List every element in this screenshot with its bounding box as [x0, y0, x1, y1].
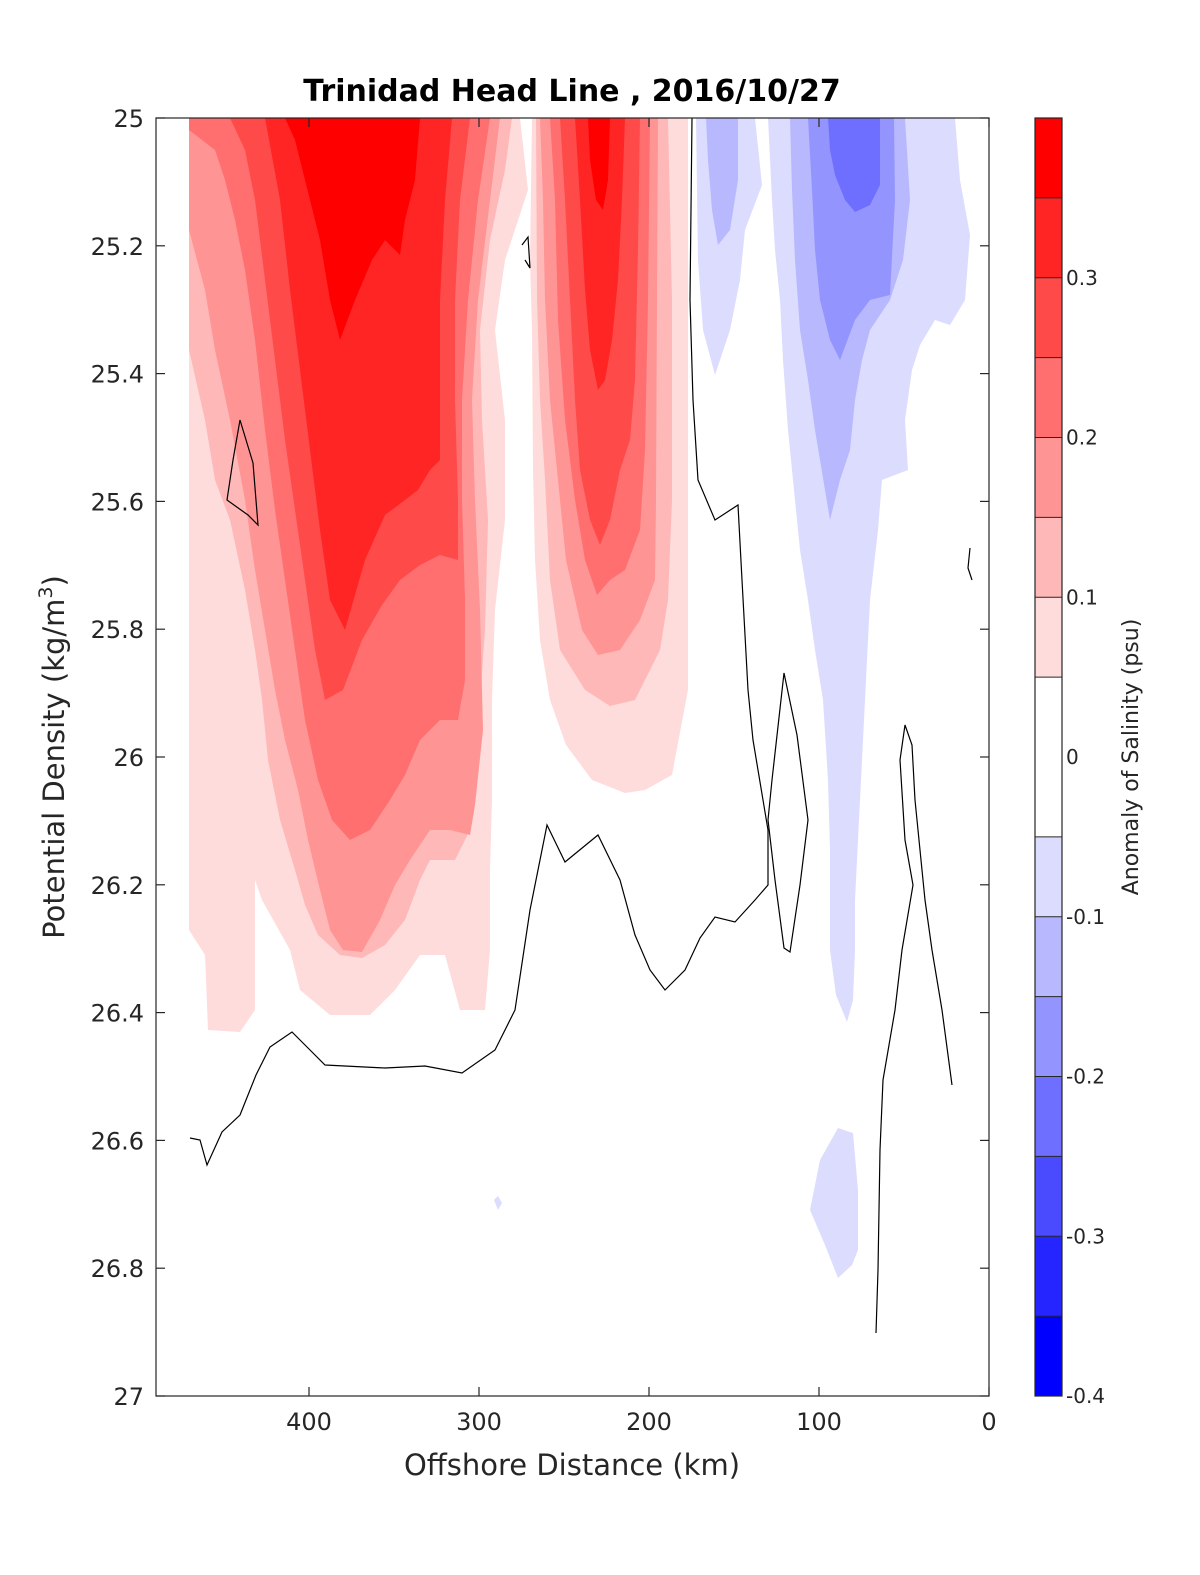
colorbar-tick-label: 0.1: [1066, 585, 1098, 609]
colorbar-swatch: [1035, 277, 1062, 358]
colorbar-swatch: [1035, 1156, 1062, 1237]
zero-contour-edge: [967, 547, 973, 581]
chart-title: Trinidad Head Line , 2016/10/27: [303, 74, 840, 109]
y-axis: 25 25.2 25.4 25.6 25.8 26 26.2 26.4 26.6 26.8 27: [91, 105, 989, 1411]
colorbar-swatch: [1035, 517, 1062, 598]
y-tick-label: 25.2: [91, 233, 144, 261]
zero-contour-east: [875, 724, 953, 1334]
colorbar-swatch: [1035, 996, 1062, 1077]
y-axis-label-superscript: 3: [35, 586, 57, 598]
colorbar-tick-label: -0.2: [1066, 1065, 1105, 1089]
x-tick-label: 200: [626, 1408, 672, 1436]
colorbar-swatch: [1035, 597, 1062, 678]
y-tick-label: 26.4: [91, 1000, 144, 1028]
colorbar: -0.4 -0.3 -0.2 -0.1 0 0.1 0.2 0.3: [1034, 117, 1105, 1408]
y-tick-label: 27: [113, 1383, 144, 1411]
salinity-fill-0.35-west: [285, 118, 420, 340]
x-tick-label: 0: [981, 1408, 996, 1436]
y-axis-label: Potential Density (kg/m3): [35, 575, 71, 939]
salinity-fill-0.35-east: [588, 118, 610, 210]
colorbar-label: Anomaly of Salinity (psu): [1119, 619, 1144, 896]
zero-contour-loop-3: [767, 672, 809, 954]
x-tick-label: 100: [796, 1408, 842, 1436]
colorbar-swatch: [1035, 916, 1062, 997]
colorbar-swatch: [1035, 437, 1062, 518]
y-tick-label: 26.8: [91, 1255, 144, 1283]
x-axis-label: Offshore Distance (km): [404, 1448, 740, 1482]
colorbar-swatch: [1035, 677, 1062, 837]
y-tick-label: 25: [113, 105, 144, 133]
colorbar-frame: [1034, 117, 1063, 1397]
colorbar-tick-label: 0.2: [1066, 426, 1098, 450]
y-tick-label: 25.4: [91, 361, 144, 389]
salinity-fill-0.30-west: [265, 118, 452, 630]
salinity-fill-neg0.05-d: [934, 118, 944, 135]
plot-area: [156, 118, 989, 1396]
colorbar-tick-label: -0.4: [1066, 1384, 1105, 1408]
colorbar-swatch: [1035, 1076, 1062, 1157]
y-tick-label: 26.6: [91, 1127, 144, 1155]
zero-contour-main: [189, 118, 769, 1167]
positive-anomaly-fills: [189, 118, 688, 1032]
y-tick-label: 26.2: [91, 872, 144, 900]
y-tick-label: 25.8: [91, 616, 144, 644]
colorbar-swatch: [1035, 357, 1062, 438]
colorbar-swatch: [1035, 1316, 1062, 1396]
colorbar-swatch: [1035, 197, 1062, 278]
colorbar-tick-label: -0.3: [1066, 1224, 1105, 1248]
salinity-fill-0.05-spot: [441, 878, 447, 910]
salinity-fill-neg0.05-c: [810, 1128, 858, 1278]
y-axis-label-main: Potential Density (kg/m: [37, 599, 71, 939]
salinity-fill-0.30-east: [575, 118, 625, 390]
x-axis: 400 300 200 100 0: [286, 118, 997, 1436]
salinity-fill-neg0.05-e: [494, 1196, 502, 1210]
colorbar-tick-label: -0.1: [1066, 905, 1105, 929]
colorbar-swatch: [1035, 1236, 1062, 1317]
y-tick-label: 26: [113, 744, 144, 772]
colorbar-swatch: [1035, 118, 1062, 198]
x-tick-label: 400: [286, 1408, 332, 1436]
colorbar-tick-label: 0: [1066, 745, 1079, 769]
colorbar-tick-label: 0.3: [1066, 266, 1098, 290]
zero-contour-loop-1: [226, 419, 259, 527]
y-tick-label: 25.6: [91, 488, 144, 516]
colorbar-swatch: [1035, 836, 1062, 917]
y-axis-label-close: ): [37, 575, 71, 586]
negative-anomaly-fills: [494, 118, 970, 1278]
x-tick-label: 300: [456, 1408, 502, 1436]
salinity-fill-neg0.20-a: [828, 118, 880, 212]
zero-contour-loop-2: [521, 235, 531, 269]
salinity-fill-neg0.10-a: [706, 118, 738, 245]
zero-contour-lines: [189, 118, 973, 1334]
